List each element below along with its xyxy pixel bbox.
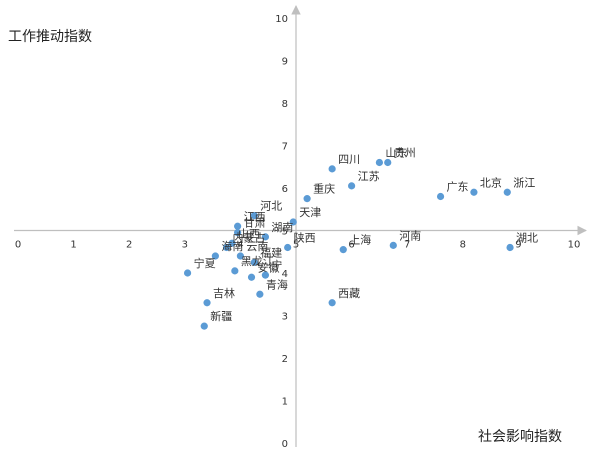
y-tick-label: 2 — [282, 354, 288, 365]
x-tick-label: 4 — [237, 240, 243, 251]
y-tick-label: 8 — [282, 99, 288, 110]
point-label: 天津 — [299, 206, 321, 219]
y-tick-label: 6 — [282, 184, 288, 195]
point-label: 黑龙江 — [241, 255, 274, 268]
point-label: 吉林 — [213, 286, 235, 300]
data-point — [183, 269, 192, 277]
data-point — [470, 188, 478, 196]
data-point — [384, 158, 392, 167]
data-point — [247, 273, 256, 281]
data-point — [261, 233, 270, 241]
point-label: 贵州 — [394, 147, 416, 160]
data-point — [236, 252, 244, 260]
point-label: 江西 — [244, 210, 266, 223]
point-label: 西藏 — [338, 287, 360, 300]
point-label: 宁夏 — [194, 256, 216, 270]
y-tick-label: 5 — [282, 227, 288, 238]
x-axis-title: 社会影响指数 — [478, 429, 562, 445]
data-point — [375, 158, 383, 167]
point-label: 福建 — [260, 245, 282, 259]
x-tick-label: 1 — [70, 240, 76, 251]
y-tick-label: 9 — [282, 57, 288, 68]
y-tick-label: 4 — [282, 269, 288, 280]
data-point — [303, 195, 311, 203]
point-label: 云南 — [246, 240, 268, 253]
y-axis-title: 工作推动指数 — [8, 29, 92, 45]
data-point — [503, 188, 511, 196]
x-tick-label: 0 — [15, 240, 21, 251]
data-point — [200, 322, 208, 330]
point-label: 内蒙古 — [233, 231, 266, 245]
point-label: 河南 — [399, 229, 421, 242]
point-label: 江苏 — [358, 170, 380, 183]
point-label: 北京 — [480, 175, 502, 189]
data-point — [506, 243, 514, 252]
point-label: 浙江 — [513, 176, 535, 189]
data-point — [328, 165, 336, 173]
point-label: 湖南 — [271, 221, 293, 234]
point-label: 河北 — [260, 200, 282, 213]
point-label: 海南 — [221, 239, 243, 253]
y-tick-label: 0 — [282, 439, 288, 450]
y-tick-label: 3 — [282, 312, 288, 323]
x-tick-label: 2 — [126, 240, 132, 251]
point-label: 湖北 — [516, 232, 538, 245]
data-point — [261, 271, 270, 279]
data-point — [339, 246, 347, 254]
data-point — [234, 229, 242, 237]
data-point — [289, 218, 297, 226]
point-label: 上海 — [349, 233, 371, 247]
x-tick-label: 3 — [182, 240, 188, 251]
y-tick-label: 1 — [282, 397, 288, 408]
data-point — [203, 299, 211, 307]
point-label: 四川 — [338, 153, 360, 166]
x-tick-label: 5 — [293, 240, 299, 251]
data-point — [231, 267, 239, 275]
point-label: 重庆 — [313, 182, 335, 196]
point-label: 广东 — [447, 181, 469, 194]
data-point — [250, 258, 258, 266]
data-point — [328, 299, 336, 307]
point-label: 新疆 — [210, 309, 232, 323]
data-point — [211, 252, 219, 260]
data-point — [228, 239, 236, 247]
data-point — [348, 182, 356, 190]
point-label: 陕西 — [294, 231, 316, 245]
x-tick-label: 7 — [404, 240, 410, 251]
point-label: 安徽 — [258, 260, 280, 274]
data-point — [389, 241, 397, 249]
data-point — [284, 243, 292, 252]
x-tick-label: 8 — [460, 240, 466, 251]
data-point — [222, 243, 231, 252]
data-point — [256, 290, 264, 298]
point-label: 宁 — [271, 258, 282, 272]
y-tick-label: 10 — [275, 14, 288, 25]
y-tick-label: 7 — [282, 142, 288, 153]
x-tick-label: 10 — [568, 240, 581, 251]
point-label: 青海 — [266, 277, 288, 291]
data-point — [234, 222, 242, 230]
point-label: 山西 — [238, 227, 260, 240]
point-label: 山东 — [385, 147, 407, 160]
x-tick-label: 9 — [515, 240, 521, 251]
x-tick-label: 6 — [348, 240, 354, 251]
data-point — [436, 192, 445, 201]
data-point — [250, 212, 258, 220]
point-label: 甘肃 — [244, 217, 266, 230]
